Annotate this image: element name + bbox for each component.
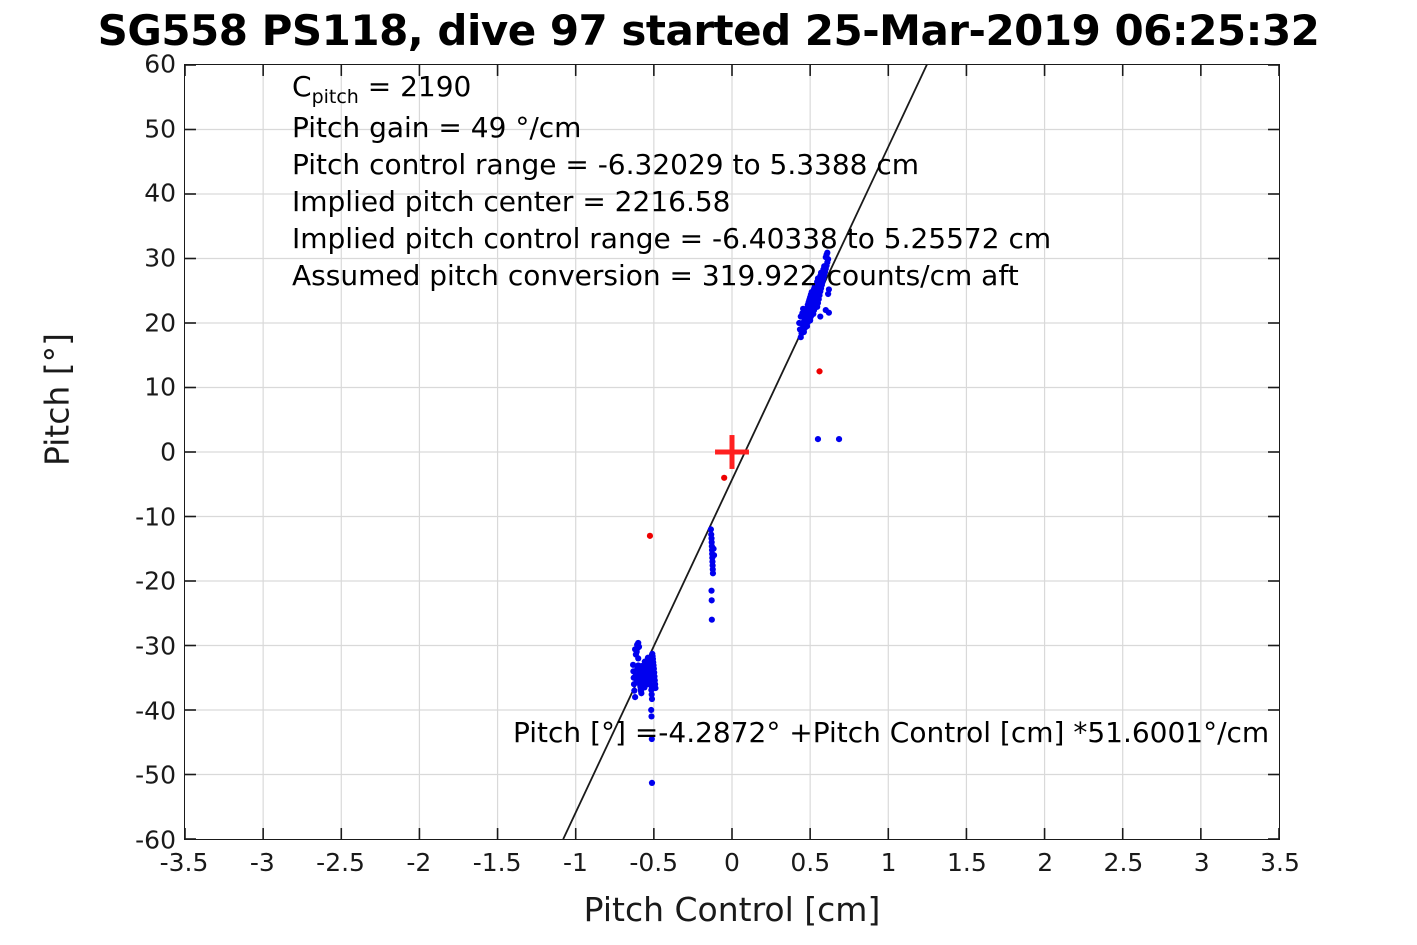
axis-ticks: [185, 65, 1279, 839]
x-tick-label: -0.5: [629, 848, 679, 877]
x-tick-label: 3: [1193, 848, 1210, 877]
plot-canvas: [185, 65, 1279, 839]
chart-title: SG558 PS118, dive 97 started 25-Mar-2019…: [97, 6, 1320, 55]
x-tick-label: -2.5: [316, 848, 365, 877]
y-tick-label: 60: [144, 49, 176, 79]
x-axis-label: Pitch Control [cm]: [583, 890, 881, 929]
y-tick-label: 30: [144, 243, 176, 273]
x-tick-label: 1.5: [946, 848, 987, 877]
x-axis-tick-labels: -3.5 -3 -2.5 -2 -1.5 -1 -0.5 0 0.5 1 1.5 2 2.5 3 3.5: [160, 848, 1300, 882]
x-tick-label: -1: [562, 848, 588, 877]
x-tick-label: 2: [1037, 848, 1054, 877]
x-tick-label: -2: [406, 848, 432, 877]
y-tick-label: 10: [144, 372, 176, 402]
y-tick-label: -10: [135, 502, 176, 532]
y-axis-label: Pitch [°]: [37, 332, 77, 467]
x-tick-label: -1.5: [472, 848, 522, 877]
y-tick-label: 40: [144, 178, 176, 208]
y-tick-label: -30: [135, 631, 176, 661]
x-tick-label: 0: [724, 848, 740, 877]
data-points: [629, 249, 843, 786]
x-tick-label: 0.5: [790, 848, 831, 877]
gridlines: [185, 65, 1279, 839]
x-tick-label: 2.5: [1103, 848, 1144, 877]
x-tick-label: 3.5: [1260, 848, 1300, 877]
y-tick-label: 20: [144, 308, 176, 338]
y-tick-label: -20: [135, 566, 176, 596]
x-tick-label: -3.5: [159, 848, 209, 877]
y-tick-label: 0: [160, 437, 176, 467]
y-axis-tick-labels: 60 50 40 30 20 10 0 -10 -20 -30 -40 -50 -60: [120, 50, 176, 855]
pitch-center-marker: [715, 435, 749, 469]
y-tick-label: -50: [135, 760, 176, 790]
y-tick-label: -40: [135, 696, 176, 726]
x-tick-label: -3: [249, 848, 275, 877]
plot-area: [184, 64, 1280, 840]
x-tick-label: 1: [880, 848, 897, 877]
y-tick-label: -60: [135, 825, 176, 855]
y-tick-label: 50: [144, 114, 176, 144]
